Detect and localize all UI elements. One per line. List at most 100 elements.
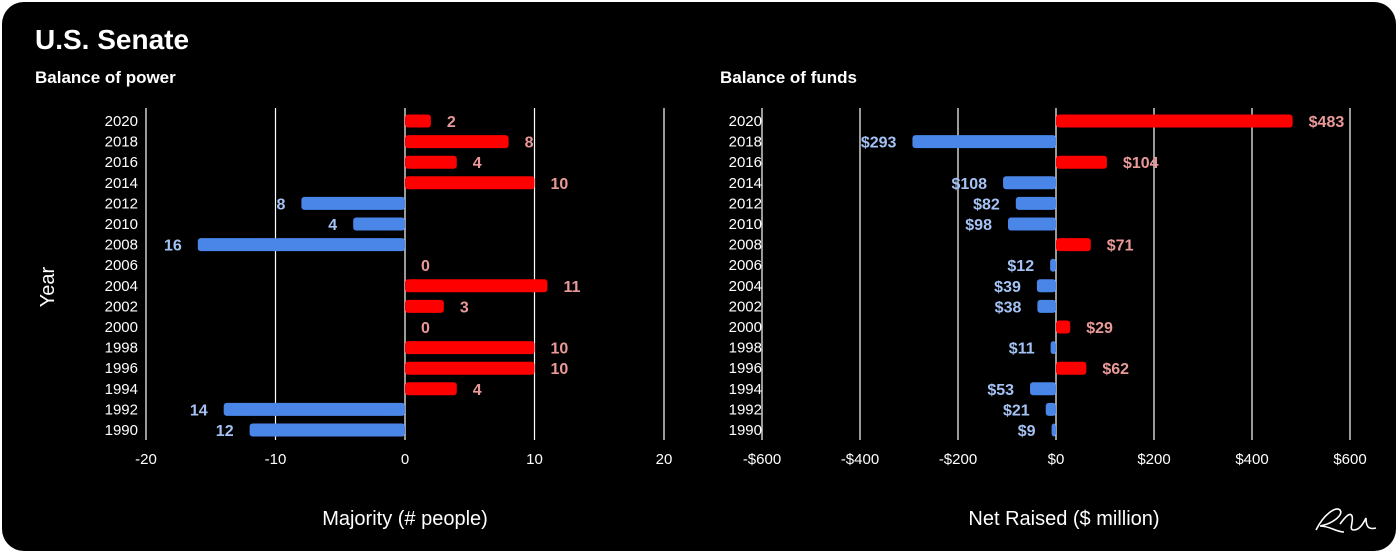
funds-bar	[1051, 423, 1056, 437]
power-data-label: 11	[563, 279, 580, 296]
funds-y-tick-label: 2018	[729, 134, 762, 151]
power-data-label: 16	[164, 238, 182, 255]
power-data-label: 4	[473, 382, 482, 399]
power-y-tick-label: 1998	[105, 340, 138, 357]
power-bar	[197, 238, 405, 252]
funds-x-tick-label: $600	[1333, 451, 1366, 468]
funds-y-tick-label: 1990	[729, 422, 762, 439]
power-data-label: 3	[460, 299, 469, 316]
funds-data-label: $9	[1018, 423, 1036, 440]
funds-data-label: $104	[1123, 155, 1159, 172]
power-bar	[301, 196, 405, 210]
funds-bar	[1056, 155, 1107, 169]
funds-x-tick-label: -$600	[743, 451, 781, 468]
funds-data-label: $39	[994, 279, 1021, 296]
power-y-tick-label: 2018	[105, 134, 138, 151]
funds-bar	[1050, 341, 1056, 355]
power-data-label: 2	[447, 114, 456, 131]
funds-y-tick-label: 1994	[729, 381, 762, 398]
funds-bar	[1050, 258, 1056, 272]
power-bar	[405, 176, 535, 190]
funds-data-label: $62	[1102, 361, 1129, 378]
funds-bar	[1003, 176, 1056, 190]
power-x-tick-label: -10	[265, 451, 287, 468]
funds-data-label: $71	[1107, 238, 1134, 255]
funds-data-label: $12	[1007, 258, 1034, 275]
power-bar	[405, 135, 509, 149]
power-x-tick-label: 0	[401, 451, 409, 468]
funds-bar	[1056, 361, 1087, 375]
power-y-tick-label: 2012	[105, 195, 138, 212]
funds-bar	[1007, 217, 1056, 231]
funds-y-tick-label: 1996	[729, 360, 762, 377]
funds-bar	[1036, 279, 1056, 293]
funds-data-label: $21	[1003, 402, 1030, 419]
power-x-tick-label: -20	[135, 451, 157, 468]
funds-data-label: $108	[951, 176, 987, 193]
power-bar	[405, 382, 457, 396]
power-x-axis-title: Majority (# people)	[322, 508, 488, 530]
funds-x-tick-label: -$400	[841, 451, 879, 468]
power-data-label: 8	[276, 196, 285, 213]
power-data-label: 0	[421, 258, 430, 275]
funds-y-tick-label: 2020	[729, 113, 762, 130]
power-bar	[405, 155, 457, 169]
funds-bar	[1037, 299, 1056, 313]
funds-data-label: $11	[1009, 341, 1035, 358]
power-y-axis-title: Year	[37, 266, 59, 307]
power-data-label: 12	[216, 423, 234, 440]
funds-x-tick-label: $400	[1235, 451, 1268, 468]
power-y-tick-label: 2020	[105, 113, 138, 130]
funds-y-tick-label: 2010	[729, 216, 762, 233]
funds-data-label: $293	[861, 135, 897, 152]
funds-x-axis-title: Net Raised ($ million)	[968, 508, 1159, 530]
funds-data-label: $53	[987, 382, 1014, 399]
funds-y-tick-label: 2008	[729, 237, 762, 254]
signature-logo	[1315, 508, 1377, 533]
power-y-tick-label: 1994	[105, 381, 138, 398]
power-y-tick-label: 2008	[105, 237, 138, 254]
funds-bar	[912, 135, 1056, 149]
power-x-tick-label: 10	[526, 451, 543, 468]
page-title: U.S. Senate	[35, 24, 190, 55]
power-bar	[249, 423, 405, 437]
funds-bar	[1056, 114, 1293, 128]
funds-bar	[1030, 382, 1056, 396]
funds-y-tick-label: 1992	[729, 401, 762, 418]
funds-bar	[1056, 238, 1091, 252]
funds-y-tick-label: 2002	[729, 298, 762, 315]
funds-data-label: $38	[995, 299, 1022, 316]
power-y-tick-label: 2014	[105, 175, 138, 192]
power-y-tick-label: 2002	[105, 298, 138, 315]
funds-y-tick-label: 2006	[729, 257, 762, 274]
power-y-tick-label: 2010	[105, 216, 138, 233]
power-data-label: 4	[473, 155, 482, 172]
power-y-tick-label: 2016	[105, 154, 138, 171]
power-y-tick-label: 2000	[105, 319, 138, 336]
funds-bar	[1056, 320, 1071, 334]
power-data-label: 0	[421, 320, 430, 337]
funds-y-tick-label: 2000	[729, 319, 762, 336]
funds-bar	[1015, 196, 1056, 210]
funds-y-tick-label: 2004	[729, 278, 762, 295]
power-data-label: 14	[190, 402, 208, 419]
power-y-tick-label: 1990	[105, 422, 138, 439]
power-data-label: 10	[551, 341, 569, 358]
power-y-tick-label: 1996	[105, 360, 138, 377]
funds-x-tick-label: -$200	[939, 451, 977, 468]
chart-title-funds: Balance of funds	[720, 68, 857, 87]
power-bar	[405, 279, 548, 293]
power-y-tick-label: 1992	[105, 401, 138, 418]
power-bar	[405, 114, 431, 128]
power-bar	[405, 361, 535, 375]
funds-y-tick-label: 2014	[729, 175, 762, 192]
chart-title-power: Balance of power	[35, 68, 176, 87]
power-data-label: 4	[328, 217, 337, 234]
power-data-label: 10	[551, 176, 569, 193]
funds-data-label: $483	[1309, 114, 1345, 131]
power-bar	[223, 402, 405, 416]
power-bar	[353, 217, 405, 231]
funds-data-label: $98	[965, 217, 992, 234]
